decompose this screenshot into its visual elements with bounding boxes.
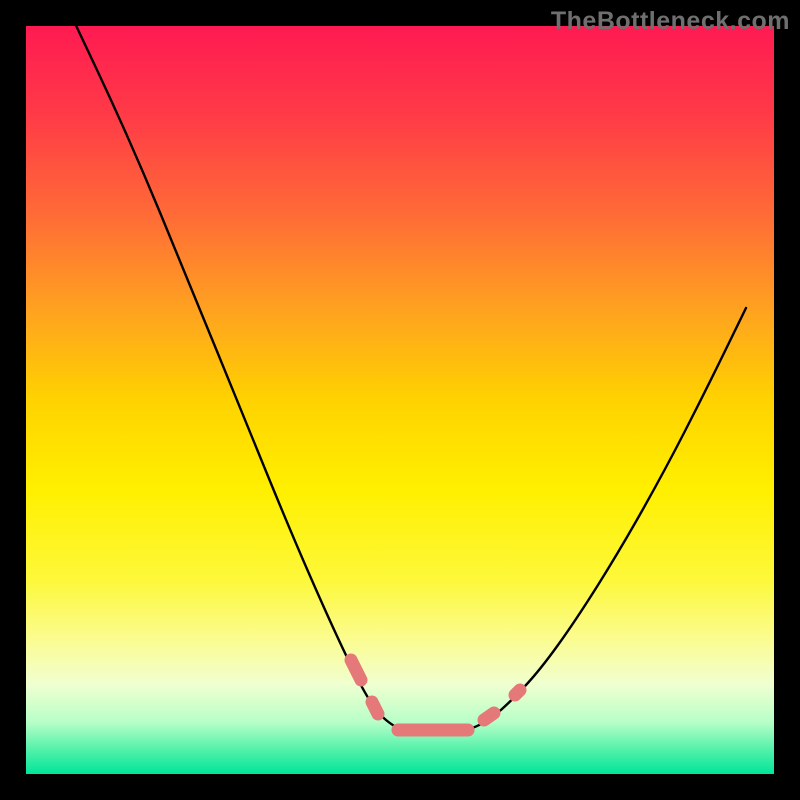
highlight-marker: [515, 690, 520, 695]
chart-frame: TheBottleneck.com: [0, 0, 800, 800]
watermark-text: TheBottleneck.com: [551, 7, 790, 36]
plot-area: [26, 26, 774, 774]
plot-background: [26, 26, 774, 774]
plot-svg: [26, 26, 774, 774]
highlight-marker: [351, 660, 361, 680]
highlight-marker: [372, 702, 378, 714]
highlight-marker: [484, 713, 494, 720]
